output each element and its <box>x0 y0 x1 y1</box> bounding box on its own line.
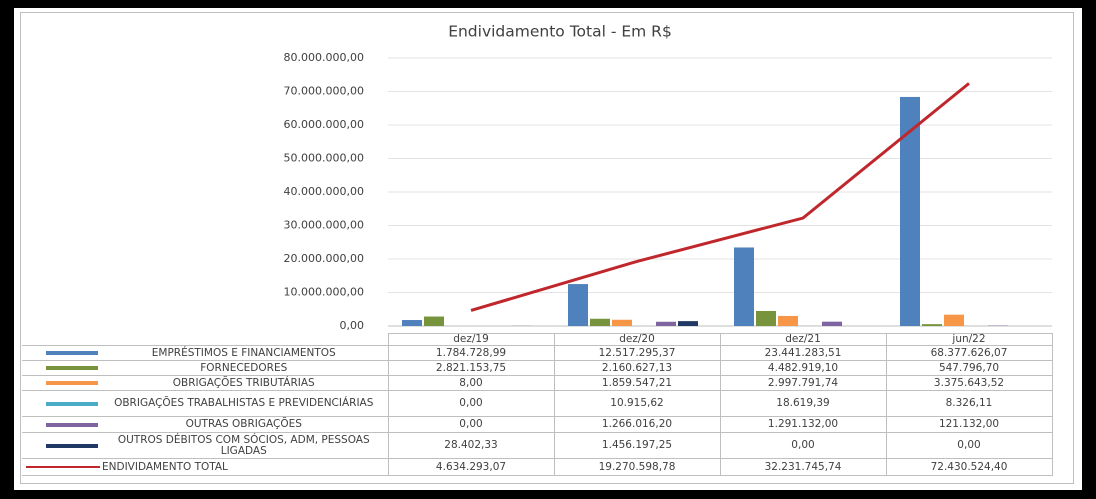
value-cell: 2.160.627,13 <box>553 360 721 376</box>
y-tick-label: 40.000.000,00 <box>284 185 364 198</box>
legend-item: OBRIGAÇÕES TRABALHISTAS E PREVIDENCIÁRIA… <box>24 398 386 409</box>
legend-label: FORNECEDORES <box>200 361 288 374</box>
table-row: OUTROS DÉBITOS COM SÓCIOS, ADM, PESSOAS … <box>22 432 1053 459</box>
value-cell: 23.441.283,51 <box>719 345 887 361</box>
value-cell: 68.377.626,07 <box>885 345 1053 361</box>
value-cell: 3.375.643,52 <box>885 375 1053 391</box>
y-tick-label: 20.000.000,00 <box>284 252 364 265</box>
value-cell: 12.517.295,37 <box>553 345 721 361</box>
bar <box>656 321 676 326</box>
y-tick-label: 30.000.000,00 <box>284 219 364 232</box>
legend-label: OUTRAS OBRIGAÇÕES <box>185 418 302 430</box>
legend-cell: OUTROS DÉBITOS COM SÓCIOS, ADM, PESSOAS … <box>22 432 389 459</box>
bar <box>944 314 964 326</box>
y-tick-label: 80.000.000,00 <box>284 51 364 64</box>
value-cell: 0,00 <box>387 390 555 417</box>
bar <box>900 96 920 326</box>
legend-item: FORNECEDORES <box>24 361 386 374</box>
x-tick-label: dez/21 <box>719 333 887 346</box>
x-tick-label: dez/19 <box>387 333 555 346</box>
value-cell: 121.132,00 <box>885 416 1053 433</box>
legend-swatch <box>46 443 98 448</box>
value-cell: 19.270.598,78 <box>553 458 721 476</box>
x-tick-label: dez/20 <box>553 333 721 346</box>
legend-cell: OBRIGAÇÕES TRIBUTÁRIAS <box>22 375 389 391</box>
chart-frame <box>20 12 1074 484</box>
legend-item: OUTROS DÉBITOS COM SÓCIOS, ADM, PESSOAS … <box>24 433 386 457</box>
value-cell: 0,00 <box>885 432 1053 459</box>
legend-item: OUTRAS OBRIGAÇÕES <box>24 419 386 430</box>
value-cell: 0,00 <box>719 432 887 459</box>
legend-cell: ENDIVIDAMENTO TOTAL <box>22 458 389 476</box>
value-cell: 1.784.728,99 <box>387 345 555 361</box>
legend-label: OUTROS DÉBITOS COM SÓCIOS, ADM, PESSOAS … <box>117 433 370 457</box>
value-cell: 72.430.524,40 <box>885 458 1053 476</box>
y-tick-label: 70.000.000,00 <box>284 85 364 98</box>
bar <box>922 324 942 326</box>
legend-cell: OUTRAS OBRIGAÇÕES <box>22 416 389 433</box>
value-cell: 18.619,39 <box>719 390 887 417</box>
value-cell: 8,00 <box>387 375 555 391</box>
legend-item: OBRIGAÇÕES TRIBUTÁRIAS <box>24 376 386 389</box>
y-tick-label: 50.000.000,00 <box>284 152 364 165</box>
value-cell: 1.291.132,00 <box>719 416 887 433</box>
value-cell: 547.796,70 <box>885 360 1053 376</box>
total-line <box>470 82 970 312</box>
legend-cell: EMPRÉSTIMOS E FINANCIAMENTOS <box>22 345 389 361</box>
legend-item: ENDIVIDAMENTO TOTAL <box>24 460 386 473</box>
bar <box>734 247 754 326</box>
bar <box>568 284 588 326</box>
bar <box>756 310 776 326</box>
value-cell: 1.266.016,20 <box>553 416 721 433</box>
value-cell: 4.482.919,10 <box>719 360 887 376</box>
bar <box>424 316 444 326</box>
table-row: OBRIGAÇÕES TRABALHISTAS E PREVIDENCIÁRIA… <box>22 390 1053 417</box>
value-cell: 1.859.547,21 <box>553 375 721 391</box>
legend-swatch <box>46 422 98 427</box>
bar <box>678 321 698 326</box>
bar <box>402 320 422 326</box>
y-tick-label: 60.000.000,00 <box>284 118 364 131</box>
y-tick-label: 10.000.000,00 <box>284 286 364 299</box>
data-table: dez/19 dez/20 dez/21 jun/22 EMPRÉSTIMOS E FI… <box>22 333 1053 476</box>
value-cell: 8.326,11 <box>885 390 1053 417</box>
legend-label: OBRIGAÇÕES TRABALHISTAS E PREVIDENCIÁRIA… <box>114 397 374 409</box>
legend-label: EMPRÉSTIMOS E FINANCIAMENTOS <box>151 346 336 359</box>
header-row: dez/19 dez/20 dez/21 jun/22 <box>22 333 1053 346</box>
table-row: ENDIVIDAMENTO TOTAL 4.634.293,07 19.270.59… <box>22 458 1053 476</box>
table-row: EMPRÉSTIMOS E FINANCIAMENTOS 1.784.728,99… <box>22 345 1053 361</box>
legend-label: ENDIVIDAMENTO TOTAL <box>102 460 228 473</box>
table-row: OUTRAS OBRIGAÇÕES 0,00 1.266.016,20 1.291.1… <box>22 416 1053 433</box>
chart-title: Endividamento Total - Em R$ <box>448 23 672 41</box>
value-cell: 10.915,62 <box>553 390 721 417</box>
value-cell: 1.456.197,25 <box>553 432 721 459</box>
bar <box>590 318 610 326</box>
table-row: FORNECEDORES 2.821.153,75 2.160.627,13 4.48… <box>22 360 1053 376</box>
legend-item: EMPRÉSTIMOS E FINANCIAMENTOS <box>24 346 386 359</box>
value-cell: 2.997.791,74 <box>719 375 887 391</box>
legend-cell: FORNECEDORES <box>22 360 389 376</box>
legend-swatch <box>46 366 98 370</box>
legend-swatch <box>46 351 98 355</box>
value-cell: 2.821.153,75 <box>387 360 555 376</box>
bar <box>822 321 842 326</box>
x-tick-label: jun/22 <box>885 333 1053 346</box>
value-cell: 28.402,33 <box>387 432 555 459</box>
legend-label: OBRIGAÇÕES TRIBUTÁRIAS <box>172 376 315 389</box>
bar <box>612 319 632 326</box>
legend-cell: OBRIGAÇÕES TRABALHISTAS E PREVIDENCIÁRIA… <box>22 390 389 417</box>
legend-swatch <box>26 466 100 468</box>
value-cell: 4.634.293,07 <box>387 458 555 476</box>
legend-swatch <box>46 401 98 406</box>
corner-cell <box>22 334 388 346</box>
table-row: OBRIGAÇÕES TRIBUTÁRIAS 8,00 1.859.547,21 2.… <box>22 375 1053 391</box>
value-cell: 0,00 <box>387 416 555 433</box>
y-tick-label: 0,00 <box>340 319 365 332</box>
value-cell: 32.231.745,74 <box>719 458 887 476</box>
bar <box>778 315 798 326</box>
legend-swatch <box>46 381 98 385</box>
